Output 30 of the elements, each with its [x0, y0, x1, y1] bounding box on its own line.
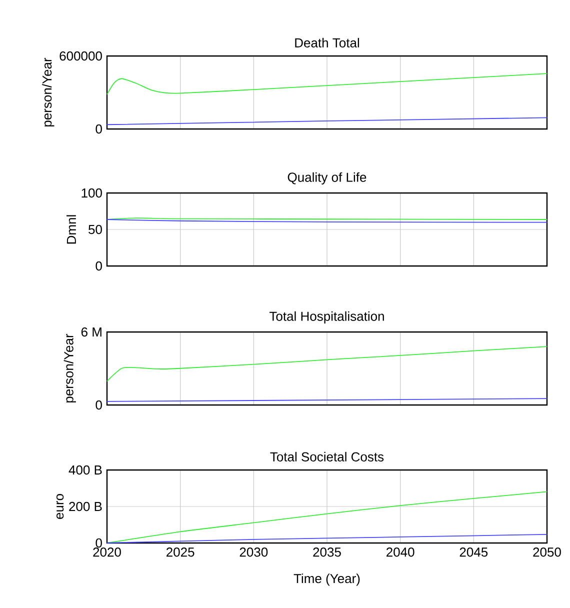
line-series [106, 346, 548, 382]
y-tick-label: 400 B [68, 465, 102, 475]
y-tick-label: 200 B [69, 502, 102, 512]
y-tick-label: 0 [96, 261, 102, 271]
y-axis-title: person/Year [42, 58, 54, 126]
x-tick-label: 2035 [313, 548, 341, 557]
x-axis-title: Time (Year) [294, 574, 360, 586]
y-tick-label: 6 M [81, 327, 102, 337]
y-tick-label: 0 [96, 124, 102, 134]
y-tick-label: 0 [96, 538, 102, 548]
y-axis-title: person/Year [64, 334, 76, 402]
chart-title: Death Total [295, 38, 360, 48]
y-tick-label: 50 [88, 224, 102, 234]
x-tick-label: 2020 [93, 548, 121, 557]
line-series [106, 534, 548, 544]
line-series [106, 491, 548, 544]
chart-title: Total Hospitalisation [269, 311, 384, 324]
x-tick-label: 2050 [533, 548, 561, 557]
x-tick-label: 2030 [240, 548, 268, 557]
y-axis-title: Dmnl [66, 215, 76, 244]
x-tick-label: 2025 [166, 548, 194, 557]
x-tick-label: 2045 [460, 548, 488, 557]
chart-title: Total Societal Costs [270, 452, 384, 462]
line-series [106, 73, 548, 95]
y-tick-label: 0 [96, 400, 102, 410]
y-tick-label: 100 [82, 188, 102, 198]
y-tick-label: 600000 [60, 51, 102, 61]
x-tick-label: 2040 [386, 548, 414, 557]
chart-title: Quality of Life [288, 172, 366, 184]
y-axis-title: euro [56, 494, 64, 519]
